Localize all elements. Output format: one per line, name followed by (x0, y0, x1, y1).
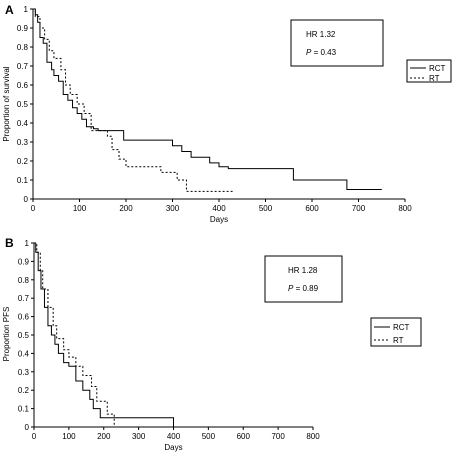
panel-letter: B (5, 236, 14, 250)
y-tick-label: 0.7 (17, 62, 29, 71)
y-tick-label: 0.6 (18, 313, 30, 322)
series-rct-curve (34, 242, 174, 427)
y-tick-label: 0.3 (17, 138, 29, 147)
x-tick-label: 400 (167, 432, 181, 441)
panel-letter: A (5, 3, 14, 17)
legend-label-rt: RT (393, 336, 404, 345)
x-axis-label: Days (210, 215, 228, 224)
panel-b: B 0 0.1 0.2 0.3 0.4 0.5 0.6 0.7 0.8 0.9 1 0 100 200 300… (2, 236, 422, 452)
x-tick-label: 100 (62, 432, 76, 441)
y-tick-label: 0.4 (17, 119, 29, 128)
y-tick-label: 0.1 (17, 176, 29, 185)
series-rct-curve (33, 8, 382, 190)
x-tick-label: 700 (271, 432, 285, 441)
p-value: = 0.43 (311, 48, 336, 57)
series-rt-curve (34, 242, 115, 427)
y-axis-label: Proportion PFS (2, 307, 11, 362)
y-tick-label: 0 (25, 423, 30, 432)
series-rt-curve (33, 8, 233, 192)
x-tick-label: 0 (31, 204, 36, 213)
x-tick-label: 400 (212, 204, 226, 213)
y-tick-label: 0.8 (18, 276, 30, 285)
x-tick-label: 600 (237, 432, 251, 441)
legend-box (370, 317, 422, 347)
y-tick-label: 0.8 (17, 43, 29, 52)
x-tick-label: 600 (305, 204, 319, 213)
x-tick-label: 500 (259, 204, 273, 213)
p-symbol: P (306, 48, 312, 57)
p-value-text: P = 0.43 (306, 48, 337, 57)
x-tick-label: 300 (166, 204, 180, 213)
legend-label-rct: RCT (393, 323, 410, 332)
x-tick-label: 700 (352, 204, 366, 213)
y-tick-label: 0.5 (17, 100, 29, 109)
y-tick-label: 0 (24, 195, 29, 204)
legend-label-rt: RT (429, 74, 440, 83)
stats-box (264, 255, 343, 303)
y-tick-label: 0.9 (17, 24, 29, 33)
p-value-text: P = 0.89 (288, 284, 319, 293)
y-tick-label: 0.7 (18, 294, 30, 303)
y-axis-label: Proportion of survival (2, 66, 11, 141)
legend-label-rct: RCT (429, 64, 446, 73)
x-tick-label: 200 (119, 204, 133, 213)
p-symbol: P (288, 284, 294, 293)
x-tick-label: 300 (132, 432, 146, 441)
y-tick-label: 0.2 (18, 386, 30, 395)
x-tick-label: 800 (398, 204, 412, 213)
panel-a: A 0 0.1 0.2 0.3 0.4 0.5 0.6 0.7 0.8 0.9 1 0 100 200 300… (2, 3, 452, 224)
y-tick-label: 0.5 (18, 331, 30, 340)
x-tick-label: 0 (32, 432, 37, 441)
x-axis-label: Days (164, 443, 182, 452)
stats-box (290, 19, 384, 67)
y-tick-label: 0.9 (18, 257, 30, 266)
x-tick-label: 500 (202, 432, 216, 441)
y-tick-label: 1 (25, 239, 30, 248)
x-tick-label: 100 (73, 204, 87, 213)
y-tick-label: 0.1 (18, 405, 30, 414)
y-tick-label: 0.4 (18, 349, 30, 358)
p-value: = 0.89 (293, 284, 318, 293)
hazard-ratio-text: HR 1.28 (288, 266, 318, 275)
hazard-ratio-text: HR 1.32 (306, 30, 336, 39)
x-tick-label: 800 (306, 432, 320, 441)
y-tick-label: 0.2 (17, 157, 29, 166)
y-tick-label: 1 (24, 5, 29, 14)
y-tick-label: 0.3 (18, 368, 30, 377)
legend-box (406, 59, 452, 83)
y-tick-label: 0.6 (17, 81, 29, 90)
x-tick-label: 200 (97, 432, 111, 441)
